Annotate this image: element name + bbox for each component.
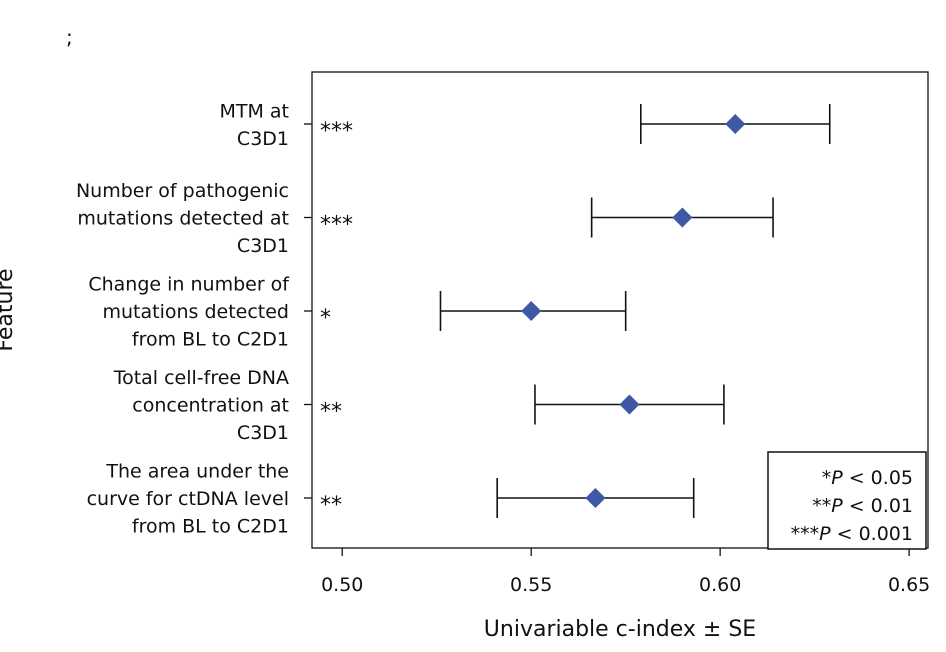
feature-label: C3D1	[237, 128, 289, 150]
significance-stars: ***	[320, 119, 353, 144]
legend-threshold: < 0.05	[843, 467, 913, 489]
legend-threshold: < 0.001	[831, 523, 913, 545]
significance-stars: **	[320, 400, 342, 425]
x-tick-label: 0.60	[699, 574, 741, 596]
legend-p-symbol: P	[831, 495, 843, 517]
legend-p-symbol: P	[819, 523, 831, 545]
estimate-marker	[672, 207, 693, 228]
estimate-marker	[725, 114, 746, 134]
x-tick-label: 0.65	[888, 574, 930, 596]
legend-entry: ***P < 0.001	[791, 523, 913, 545]
feature-label: from BL to C2D1	[132, 516, 289, 538]
significance-legend: *P < 0.05**P < 0.01***P < 0.001	[767, 451, 927, 550]
feature-label: mutations detected	[102, 301, 289, 323]
plot-frame	[311, 71, 929, 549]
estimate-marker	[619, 394, 640, 415]
estimate-marker	[521, 301, 542, 321]
feature-label: concentration at	[132, 395, 289, 417]
legend-stars: *	[822, 467, 832, 489]
feature-label: MTM at	[219, 100, 289, 122]
legend-box	[767, 451, 927, 550]
feature-label: mutations detected at	[77, 208, 289, 230]
feature-label: curve for ctDNA level	[87, 488, 289, 510]
feature-row: Change in number of mutations detected fro…	[88, 274, 627, 351]
legend-p-symbol: P	[831, 467, 843, 489]
feature-label: Change in number of	[88, 274, 290, 296]
significance-stars: *	[320, 306, 331, 331]
legend-stars: ***	[791, 523, 820, 545]
y-axis-label: Feature	[0, 268, 18, 351]
feature-label: C3D1	[237, 235, 289, 257]
panel-label: ;	[66, 25, 73, 49]
significance-stars: ***	[320, 213, 353, 238]
feature-label: The area under the	[105, 461, 289, 483]
feature-row: MTM at C3D1 ***	[219, 100, 831, 150]
feature-row: Total cell-free DNA concentration at C3D1 *…	[113, 367, 725, 444]
x-axis: 0.50 0.55 0.60 0.65	[321, 548, 930, 596]
legend-entry: **P < 0.01	[812, 495, 913, 517]
x-axis-label: Univariable c-index ± SE	[484, 617, 756, 642]
feature-label: C3D1	[237, 422, 289, 444]
feature-label: Total cell-free DNA	[113, 367, 289, 389]
legend-stars: **	[812, 495, 831, 517]
feature-row: Number of pathogenic mutations detected a…	[76, 180, 774, 257]
x-tick-label: 0.50	[321, 574, 363, 596]
feature-label: Number of pathogenic	[76, 180, 289, 202]
estimate-marker	[585, 488, 606, 508]
legend-threshold: < 0.01	[843, 495, 913, 517]
feature-label: from BL to C2D1	[132, 329, 289, 351]
x-tick-label: 0.55	[510, 574, 552, 596]
legend-entry: *P < 0.05	[822, 467, 913, 489]
feature-row: The area under the curve for ctDNA level f…	[87, 461, 695, 538]
significance-stars: **	[320, 493, 342, 518]
